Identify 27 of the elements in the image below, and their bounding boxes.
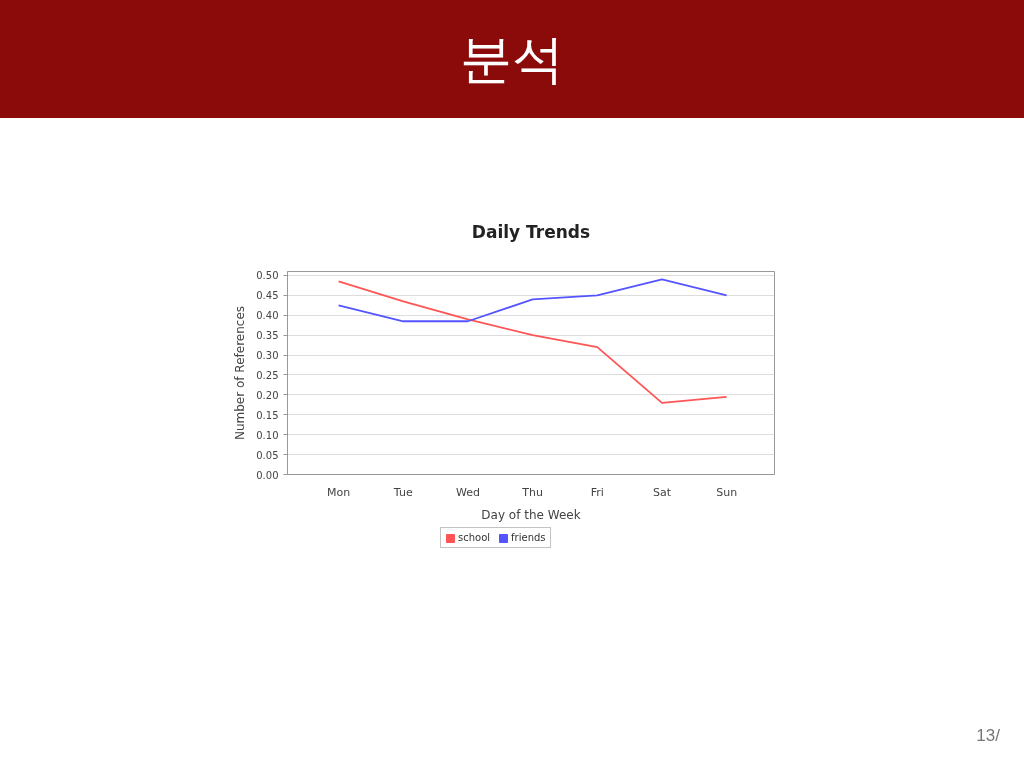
x-axis-title: Day of the Week [481,507,581,522]
y-tick-label: 0.45 [256,290,279,302]
legend-label: school [458,532,491,543]
legend-label: friends [511,532,546,543]
y-tick-label: 0.20 [256,389,279,401]
y-tick-label: 0.25 [256,369,279,381]
line-series [337,278,728,323]
line-series [337,280,728,404]
y-tick-label: 0.50 [256,270,279,282]
y-tick-label: 0.40 [256,310,279,322]
y-tick-label: 0.35 [256,330,279,342]
x-tick-label: Tue [392,485,413,499]
chart-subtitle: Daily Trends [471,222,591,242]
x-tick-label: Mon [327,485,351,499]
x-tick-label: Thu [521,485,543,499]
x-tick-label: Sat [652,485,672,499]
y-axis-title: Number of References [233,305,248,441]
x-tick-label: Wed [455,485,480,499]
y-tick-label: 0.10 [256,429,279,441]
y-tick-label: 0.15 [256,409,279,421]
y-tick-label: 0.30 [256,350,279,362]
x-tick-label: Sun [716,485,738,499]
y-tick-label: 0.00 [256,469,279,481]
x-tick-label: Fri [590,485,604,499]
chart-title: 분석 [460,29,564,90]
y-tick-label: 0.05 [256,449,279,461]
text: 13/ [976,725,1000,747]
